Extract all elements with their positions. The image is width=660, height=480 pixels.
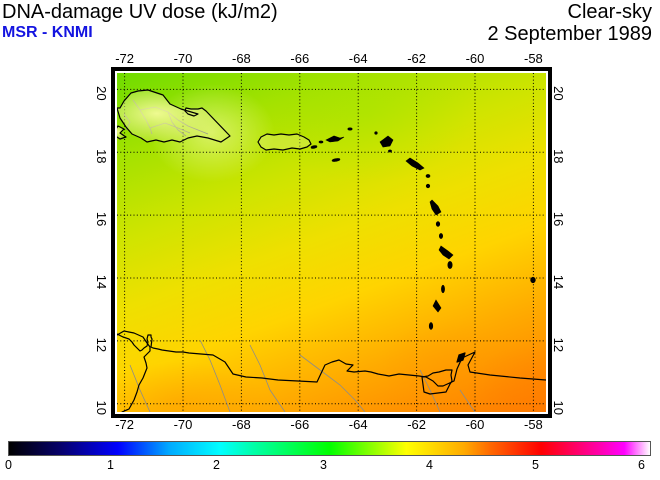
svg-text:-64: -64	[349, 51, 368, 66]
svg-text:12: 12	[551, 338, 566, 352]
svg-text:-72: -72	[115, 417, 134, 432]
svg-text:10: 10	[551, 400, 566, 414]
svg-text:-60: -60	[466, 417, 485, 432]
svg-text:-70: -70	[174, 51, 193, 66]
svg-text:20: 20	[551, 86, 566, 100]
svg-text:16: 16	[94, 212, 109, 226]
svg-text:14: 14	[551, 275, 566, 289]
svg-text:-62: -62	[407, 417, 426, 432]
svg-text:16: 16	[551, 212, 566, 226]
svg-text:-62: -62	[407, 51, 426, 66]
svg-text:-60: -60	[466, 51, 485, 66]
svg-text:12: 12	[94, 338, 109, 352]
svg-text:14: 14	[94, 275, 109, 289]
svg-text:-58: -58	[524, 51, 543, 66]
svg-text:-72: -72	[115, 51, 134, 66]
svg-text:20: 20	[94, 86, 109, 100]
svg-text:-68: -68	[232, 51, 251, 66]
svg-text:-68: -68	[232, 417, 251, 432]
svg-text:-70: -70	[174, 417, 193, 432]
svg-text:18: 18	[94, 149, 109, 163]
svg-text:10: 10	[94, 400, 109, 414]
svg-text:18: 18	[551, 149, 566, 163]
svg-text:-64: -64	[349, 417, 368, 432]
svg-text:-58: -58	[524, 417, 543, 432]
svg-text:-66: -66	[290, 51, 309, 66]
svg-text:-66: -66	[290, 417, 309, 432]
